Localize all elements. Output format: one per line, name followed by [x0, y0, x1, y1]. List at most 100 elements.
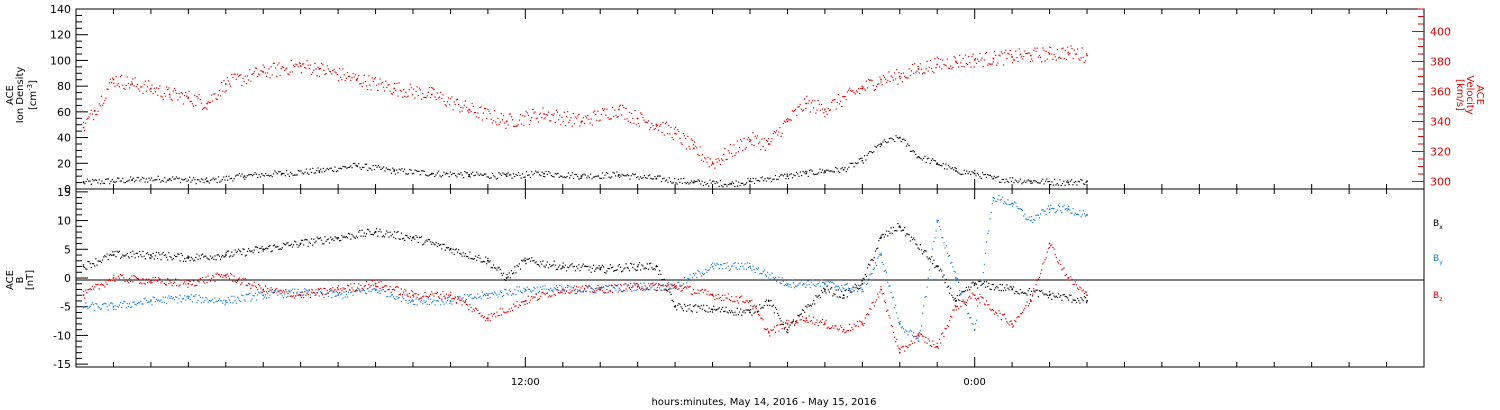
velocity-series-sample: [289, 71, 291, 73]
density-series-sample: [756, 180, 758, 182]
bx-series-sample: [871, 258, 873, 261]
velocity-series-sample: [711, 161, 714, 163]
bz-series-sample: [938, 338, 941, 340]
velocity-series-sample: [931, 67, 933, 70]
velocity-series-sample: [447, 97, 450, 99]
velocity-series-point: [973, 59, 976, 61]
bz-series-sample: [108, 278, 110, 280]
density-series-point: [468, 174, 470, 176]
by-series-sample: [766, 271, 769, 273]
bx-series-sample: [435, 242, 437, 244]
velocity-series-sample: [235, 78, 237, 80]
bx-series-sample: [134, 257, 136, 259]
bx-series-sample: [271, 250, 273, 252]
velocity-series-point: [655, 123, 658, 126]
by-series-sample: [888, 285, 890, 287]
velocity-series-sample: [323, 69, 325, 72]
bx-series-sample: [1043, 294, 1045, 296]
bx-series-sample: [490, 267, 492, 269]
bz-series-sample: [683, 286, 686, 288]
bx-series-sample: [486, 263, 488, 265]
velocity-series-sample: [274, 67, 277, 69]
bz-series-sample: [258, 283, 260, 286]
density-series-sample: [549, 172, 551, 174]
density-series-sample: [608, 176, 610, 178]
bx-series-sample: [795, 320, 797, 323]
density-series-sample: [807, 175, 809, 177]
velocity-series-sample: [166, 86, 168, 88]
by-series-sample: [747, 266, 750, 269]
bx-series-sample: [344, 236, 346, 239]
velocity-series-sample: [771, 138, 773, 140]
by-series-sample: [465, 298, 468, 300]
bz-series-sample: [538, 298, 541, 300]
bx-series-sample: [696, 311, 698, 313]
by-series-sample: [704, 273, 706, 275]
velocity-series-sample: [964, 54, 966, 56]
bz-series-sample: [417, 294, 419, 296]
velocity-series-sample: [828, 109, 830, 112]
by-series-sample: [774, 277, 777, 279]
bx-series-sample: [892, 226, 895, 228]
velocity-series-sample: [1044, 60, 1046, 62]
bz-series-sample: [350, 283, 352, 285]
by-series-sample: [444, 296, 446, 298]
bottom-panel-points: [82, 195, 1088, 354]
by-series-sample: [759, 273, 761, 275]
velocity-series-sample: [558, 119, 560, 121]
bx-series-sample: [1059, 296, 1061, 298]
bz-series-sample: [145, 278, 147, 280]
by-series-sample: [189, 298, 191, 301]
bz-series-sample: [897, 345, 899, 347]
velocity-series-sample: [494, 110, 496, 112]
bz-series-sample: [579, 289, 581, 291]
bz-series-sample: [344, 288, 346, 290]
density-series-sample: [151, 177, 153, 179]
by-series-sample: [540, 286, 542, 288]
velocity-series-sample: [125, 84, 127, 87]
by-series-sample: [512, 293, 514, 295]
velocity-series-sample: [760, 148, 762, 151]
density-series-sample: [410, 169, 412, 171]
velocity-series-sample: [501, 119, 504, 121]
velocity-series-sample: [592, 111, 595, 113]
by-series-sample: [294, 288, 296, 290]
density-series-sample: [375, 164, 377, 167]
velocity-series-sample: [1007, 52, 1009, 54]
velocity-series-sample: [917, 66, 919, 68]
bx-series-sample: [1016, 291, 1018, 293]
bx-series-sample: [508, 272, 510, 274]
velocity-series-sample: [796, 114, 798, 117]
by-series-sample: [252, 294, 254, 297]
density-series-sample: [719, 180, 722, 182]
bz-series-sample: [232, 280, 234, 282]
velocity-series-sample: [399, 89, 401, 91]
by-series-sample: [96, 303, 98, 305]
velocity-series-sample: [318, 75, 320, 77]
bz-series-sample: [1039, 273, 1042, 275]
bx-series-sample: [131, 255, 133, 258]
by-series-sample: [186, 296, 188, 298]
by-series-sample: [249, 292, 251, 295]
by-series-sample: [625, 283, 627, 285]
by-series-sample: [820, 279, 823, 281]
velocity-series-sample: [398, 82, 400, 84]
density-series-sample: [295, 174, 297, 176]
bz-series-sample: [222, 276, 224, 278]
bx-series-sample: [482, 260, 484, 263]
by-series-sample: [288, 289, 290, 291]
by-series-sample: [323, 296, 325, 299]
bx-series-sample: [755, 305, 757, 307]
density-series-sample: [1060, 184, 1062, 187]
bx-series-sample: [562, 262, 564, 264]
by-series-sample: [693, 274, 696, 276]
bx-series-sample: [479, 257, 481, 259]
bx-series-sample: [458, 249, 460, 251]
by-series-sample: [952, 266, 954, 268]
by-series-sample: [281, 295, 283, 297]
bx-series-sample: [327, 238, 329, 240]
bz-series-sample: [308, 289, 310, 291]
bx-series-sample: [726, 311, 728, 313]
by-series-sample: [441, 300, 443, 302]
density-series-sample: [844, 167, 846, 169]
